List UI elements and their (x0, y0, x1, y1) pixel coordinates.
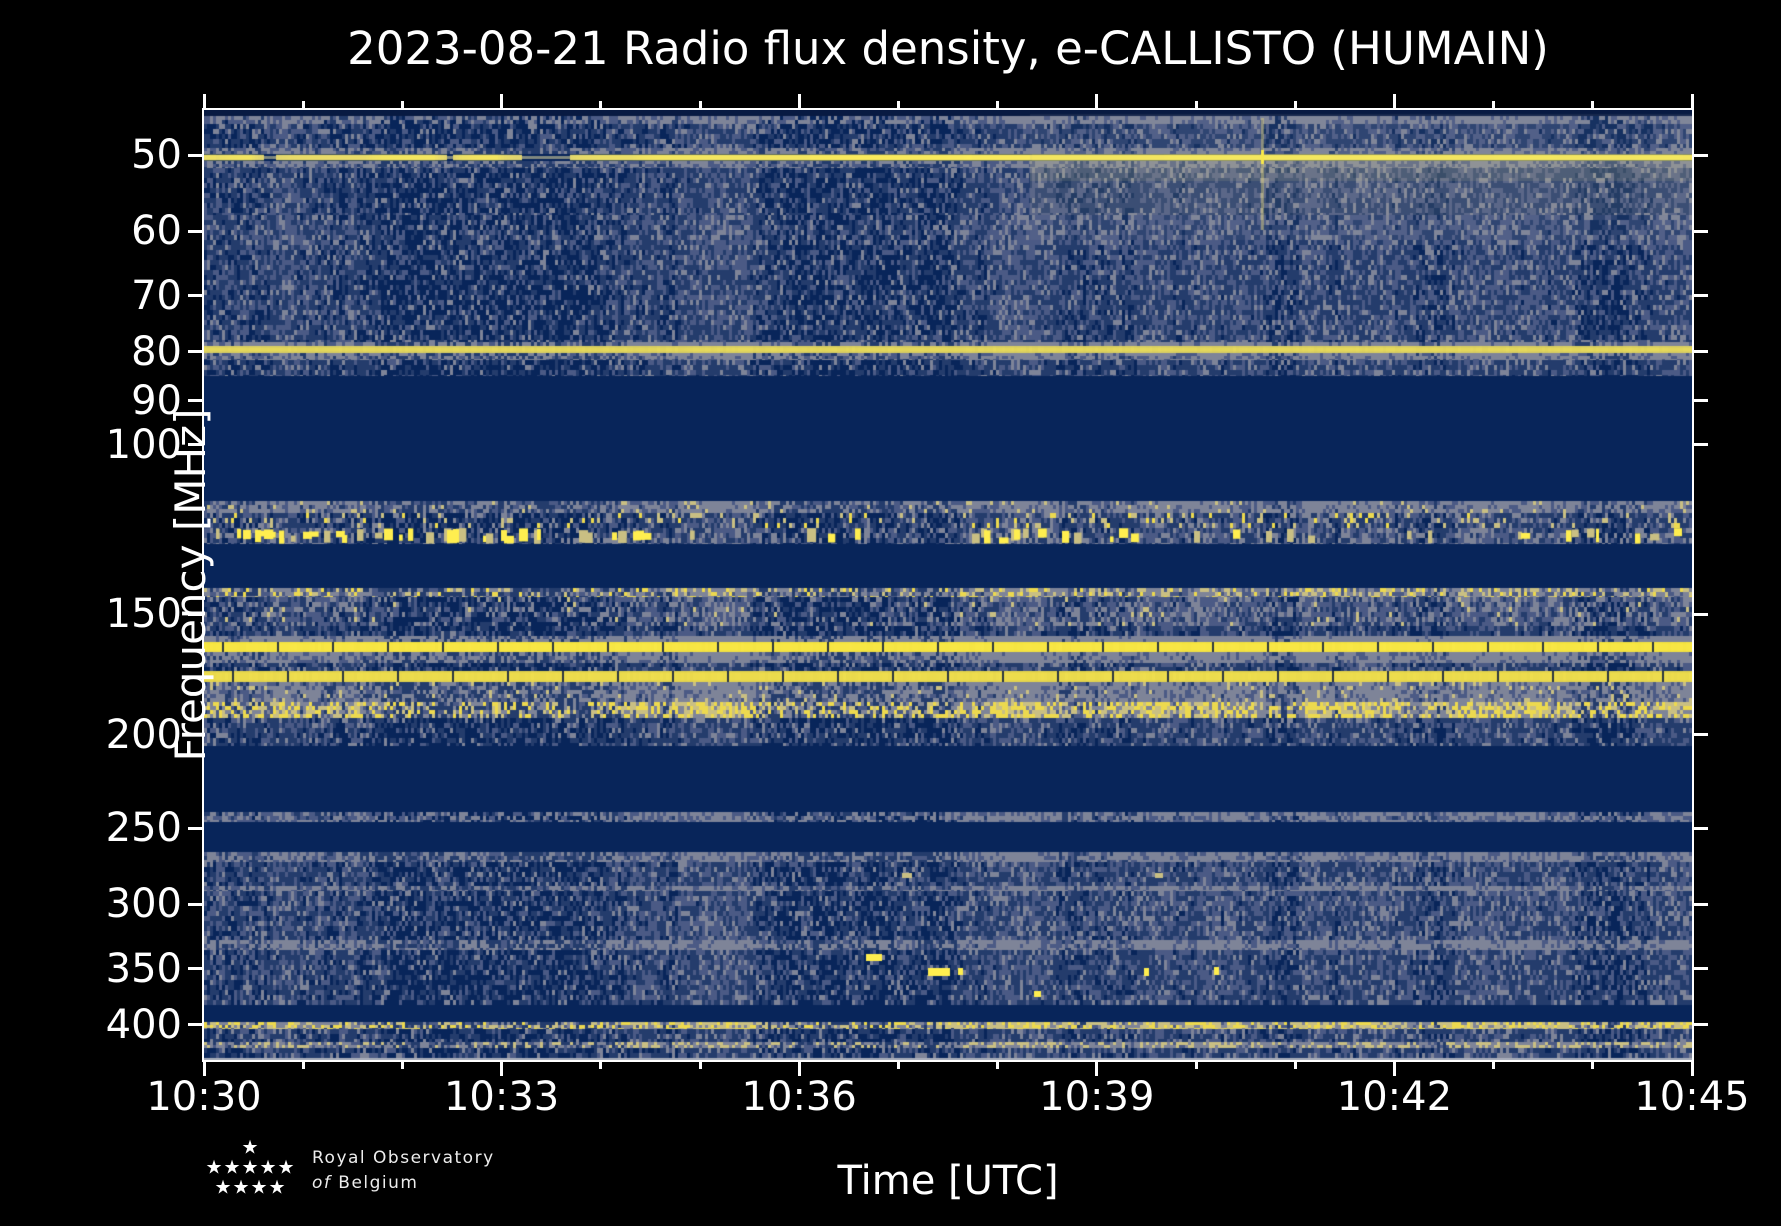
y-major-tick-right (1692, 733, 1708, 737)
x-minor-tick (301, 1060, 305, 1069)
x-minor-tick (1492, 1060, 1496, 1069)
y-tick-label: 100 (105, 421, 182, 468)
chart-title: 2023-08-21 Radio flux density, e-CALLIST… (347, 22, 1549, 75)
y-tick-label: 60 (131, 208, 182, 255)
x-major-tick (1095, 1060, 1099, 1076)
y-major-tick-right (1692, 153, 1708, 157)
star-icon: ★ (214, 1176, 232, 1199)
x-tick-label: 10:39 (1039, 1074, 1155, 1120)
y-tick-label: 150 (105, 591, 182, 638)
x-minor-tick-top (301, 101, 305, 110)
x-major-tick-top (1095, 94, 1099, 110)
x-minor-tick (1591, 1060, 1595, 1069)
y-major-tick (188, 229, 204, 233)
spectrogram-plot (204, 110, 1692, 1060)
y-major-tick (188, 902, 204, 906)
logo-of: of (312, 1172, 332, 1193)
x-minor-tick-top (1492, 101, 1496, 110)
x-major-tick-top (797, 94, 801, 110)
x-major-tick-top (1690, 94, 1694, 110)
y-axis-label: Frequency [MHz] (165, 408, 215, 762)
x-minor-tick (996, 1060, 1000, 1069)
x-minor-tick-top (400, 101, 404, 110)
rob-logo: ★ ★ ★ ★ ★ ★ ★ ★ ★ ★ Royal Observatory of Belgium (200, 1138, 620, 1208)
x-tick-label: 10:33 (443, 1074, 560, 1120)
y-tick-label: 80 (131, 328, 182, 375)
star-icon: ★ (241, 1156, 259, 1179)
x-tick-label: 10:45 (1634, 1074, 1750, 1120)
x-minor-tick (1194, 1060, 1198, 1069)
x-minor-tick-top (1194, 101, 1198, 110)
y-tick-label: 250 (105, 805, 182, 852)
x-minor-tick (400, 1060, 404, 1069)
y-tick-label: 200 (105, 711, 182, 758)
star-icon: ★ (277, 1156, 295, 1179)
y-tick-label: 400 (105, 1001, 182, 1048)
star-icon: ★ (250, 1176, 268, 1199)
y-major-tick (188, 350, 204, 354)
plot-frame (202, 108, 1694, 1062)
y-major-tick (188, 399, 204, 403)
y-tick-label: 350 (105, 945, 182, 992)
x-major-tick (797, 1060, 801, 1076)
x-minor-tick (599, 1060, 603, 1069)
x-major-tick-top (1392, 94, 1396, 110)
y-major-tick-right (1692, 399, 1708, 403)
y-major-tick (188, 443, 204, 447)
star-icon: ★ (259, 1156, 277, 1179)
x-major-tick-top (500, 94, 504, 110)
y-major-tick-right (1692, 294, 1708, 298)
x-minor-tick-top (1293, 101, 1297, 110)
logo-line1: Royal Observatory (312, 1148, 495, 1168)
x-minor-tick-top (599, 101, 603, 110)
star-icon: ★ (223, 1156, 241, 1179)
y-tick-label: 90 (131, 377, 182, 424)
logo-belgium: Belgium (338, 1172, 419, 1193)
rob-logo-text: Royal Observatory of Belgium (312, 1146, 495, 1195)
x-minor-tick-top (1591, 101, 1595, 110)
x-minor-tick (1293, 1060, 1297, 1069)
y-major-tick (188, 967, 204, 971)
y-major-tick (188, 294, 204, 298)
y-tick-label: 70 (131, 272, 182, 319)
y-major-tick (188, 153, 204, 157)
x-major-tick-top (202, 94, 206, 110)
x-tick-label: 10:42 (1336, 1074, 1453, 1120)
y-major-tick (188, 612, 204, 616)
y-major-tick-right (1692, 967, 1708, 971)
y-major-tick-right (1692, 902, 1708, 906)
y-tick-label: 50 (131, 132, 182, 178)
y-major-tick (188, 826, 204, 830)
x-minor-tick-top (698, 101, 702, 110)
star-icon: ★ (232, 1176, 250, 1199)
star-icon: ★ (205, 1156, 223, 1179)
star-icon: ★ (241, 1136, 259, 1159)
x-major-tick (1392, 1060, 1396, 1076)
y-major-tick (188, 733, 204, 737)
star-icon: ★ (268, 1176, 286, 1199)
x-tick-label: 10:36 (741, 1074, 857, 1120)
x-minor-tick-top (896, 101, 900, 110)
y-major-tick-right (1692, 612, 1708, 616)
x-minor-tick-top (996, 101, 1000, 110)
x-minor-tick (698, 1060, 702, 1069)
y-major-tick (188, 1023, 204, 1027)
y-major-tick-right (1692, 350, 1708, 354)
x-minor-tick (896, 1060, 900, 1069)
y-major-tick-right (1692, 229, 1708, 233)
y-tick-label: 300 (105, 881, 182, 928)
x-axis-label: Time [UTC] (837, 1158, 1059, 1204)
x-major-tick (1690, 1060, 1694, 1076)
y-major-tick-right (1692, 826, 1708, 830)
y-major-tick-right (1692, 1023, 1708, 1027)
x-major-tick (202, 1060, 206, 1076)
y-major-tick-right (1692, 443, 1708, 447)
x-tick-label: 10:30 (146, 1074, 262, 1120)
x-major-tick (500, 1060, 504, 1076)
